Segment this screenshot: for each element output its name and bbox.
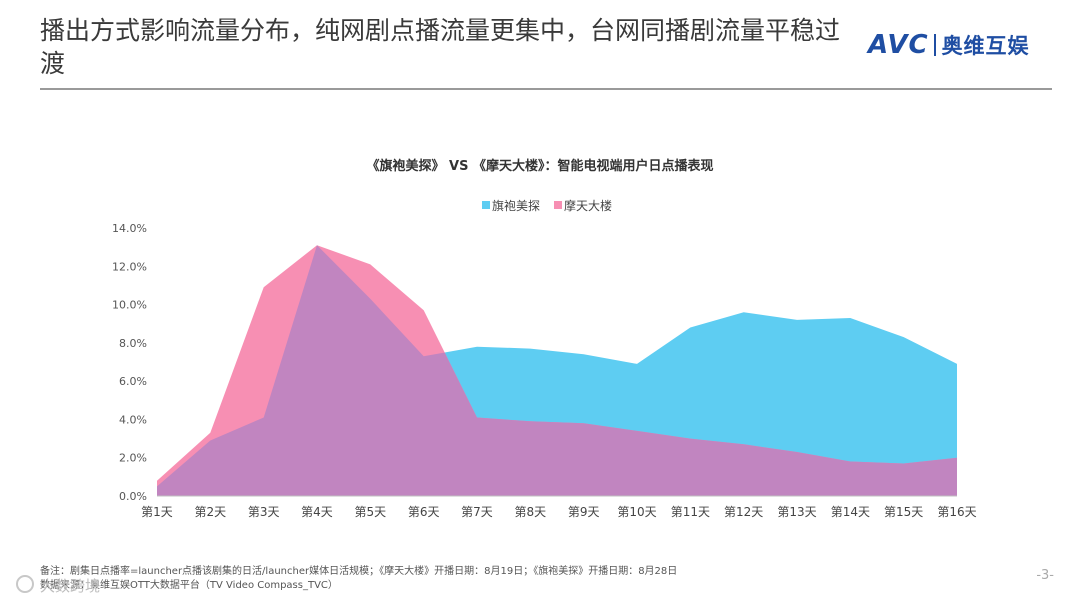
x-tick-label: 第16天 [937,505,976,519]
legend-label: 摩天大楼 [564,198,612,213]
y-tick-label: 12.0% [112,260,147,273]
y-tick-label: 4.0% [119,413,147,426]
x-tick-label: 第6天 [408,505,440,519]
x-tick-label: 第14天 [831,505,870,519]
title-divider [40,88,1052,90]
legend-swatch [554,201,562,209]
chart-areas [157,245,957,496]
y-tick-label: 6.0% [119,375,147,388]
avc-logo: AVC 奥维互娱 [868,30,1030,60]
x-axis: 第1天 第2天 第3天 第4天 第5天 第6天 第7天 第8天 第9天 第10天 第11天 第12天第… [141,495,977,519]
y-tick-label: 10.0% [112,299,147,312]
source-watermark-text: 大数跨境 [40,577,101,595]
footnote-remark: 备注：剧集日点播率=launcher点播该剧集的日活/launcher媒体日活规… [40,566,678,577]
legend-label: 旗袍美探 [492,198,540,213]
source-watermark: 大数跨境 [16,575,100,596]
logo-divider [933,34,936,56]
x-tick-label: 第9天 [568,505,600,519]
y-tick-label: 0.0% [119,490,147,503]
x-tick-label: 第1天 [141,505,173,519]
x-tick-label: 第4天 [301,505,333,519]
legend-swatch [482,201,490,209]
y-axis: 0.0% 2.0% 4.0% 6.0% 8.0% 10.0% 12.0% 14.0% [112,222,147,503]
x-tick-label: 第7天 [461,505,493,519]
x-tick-label: 第8天 [515,505,547,519]
x-tick-label: 第10天 [617,505,656,519]
y-tick-label: 14.0% [112,222,147,235]
y-tick-label: 2.0% [119,452,147,465]
chart-legend: 旗袍美探 摩天大楼 [482,198,612,213]
page-number: -3- [1036,568,1054,583]
x-tick-label: 第11天 [671,505,710,519]
x-tick-label: 第5天 [355,505,387,519]
x-tick-label: 第3天 [248,505,280,519]
logo-text: 奥维互娱 [941,34,1030,58]
spiral-icon [16,575,34,593]
page-title: 播出方式影响流量分布，纯网剧点播流量更集中，台网同播剧流量平稳过渡 [40,16,841,78]
chart-title: 《旗袍美探》 VS 《摩天大楼》：智能电视端用户日点播表现 [367,158,714,174]
x-tick-label: 第12天 [724,505,763,519]
x-tick-label: 第15天 [884,505,923,519]
y-tick-label: 8.0% [119,337,147,350]
footnote-source: 数据来源：奥维互娱OTT大数据平台（TV Video Compass_TVC） [40,580,338,591]
x-tick-label: 第13天 [777,505,816,519]
logo-mark: AVC [868,30,929,60]
x-tick-label: 第2天 [195,505,227,519]
series-overlap-area [157,245,957,496]
